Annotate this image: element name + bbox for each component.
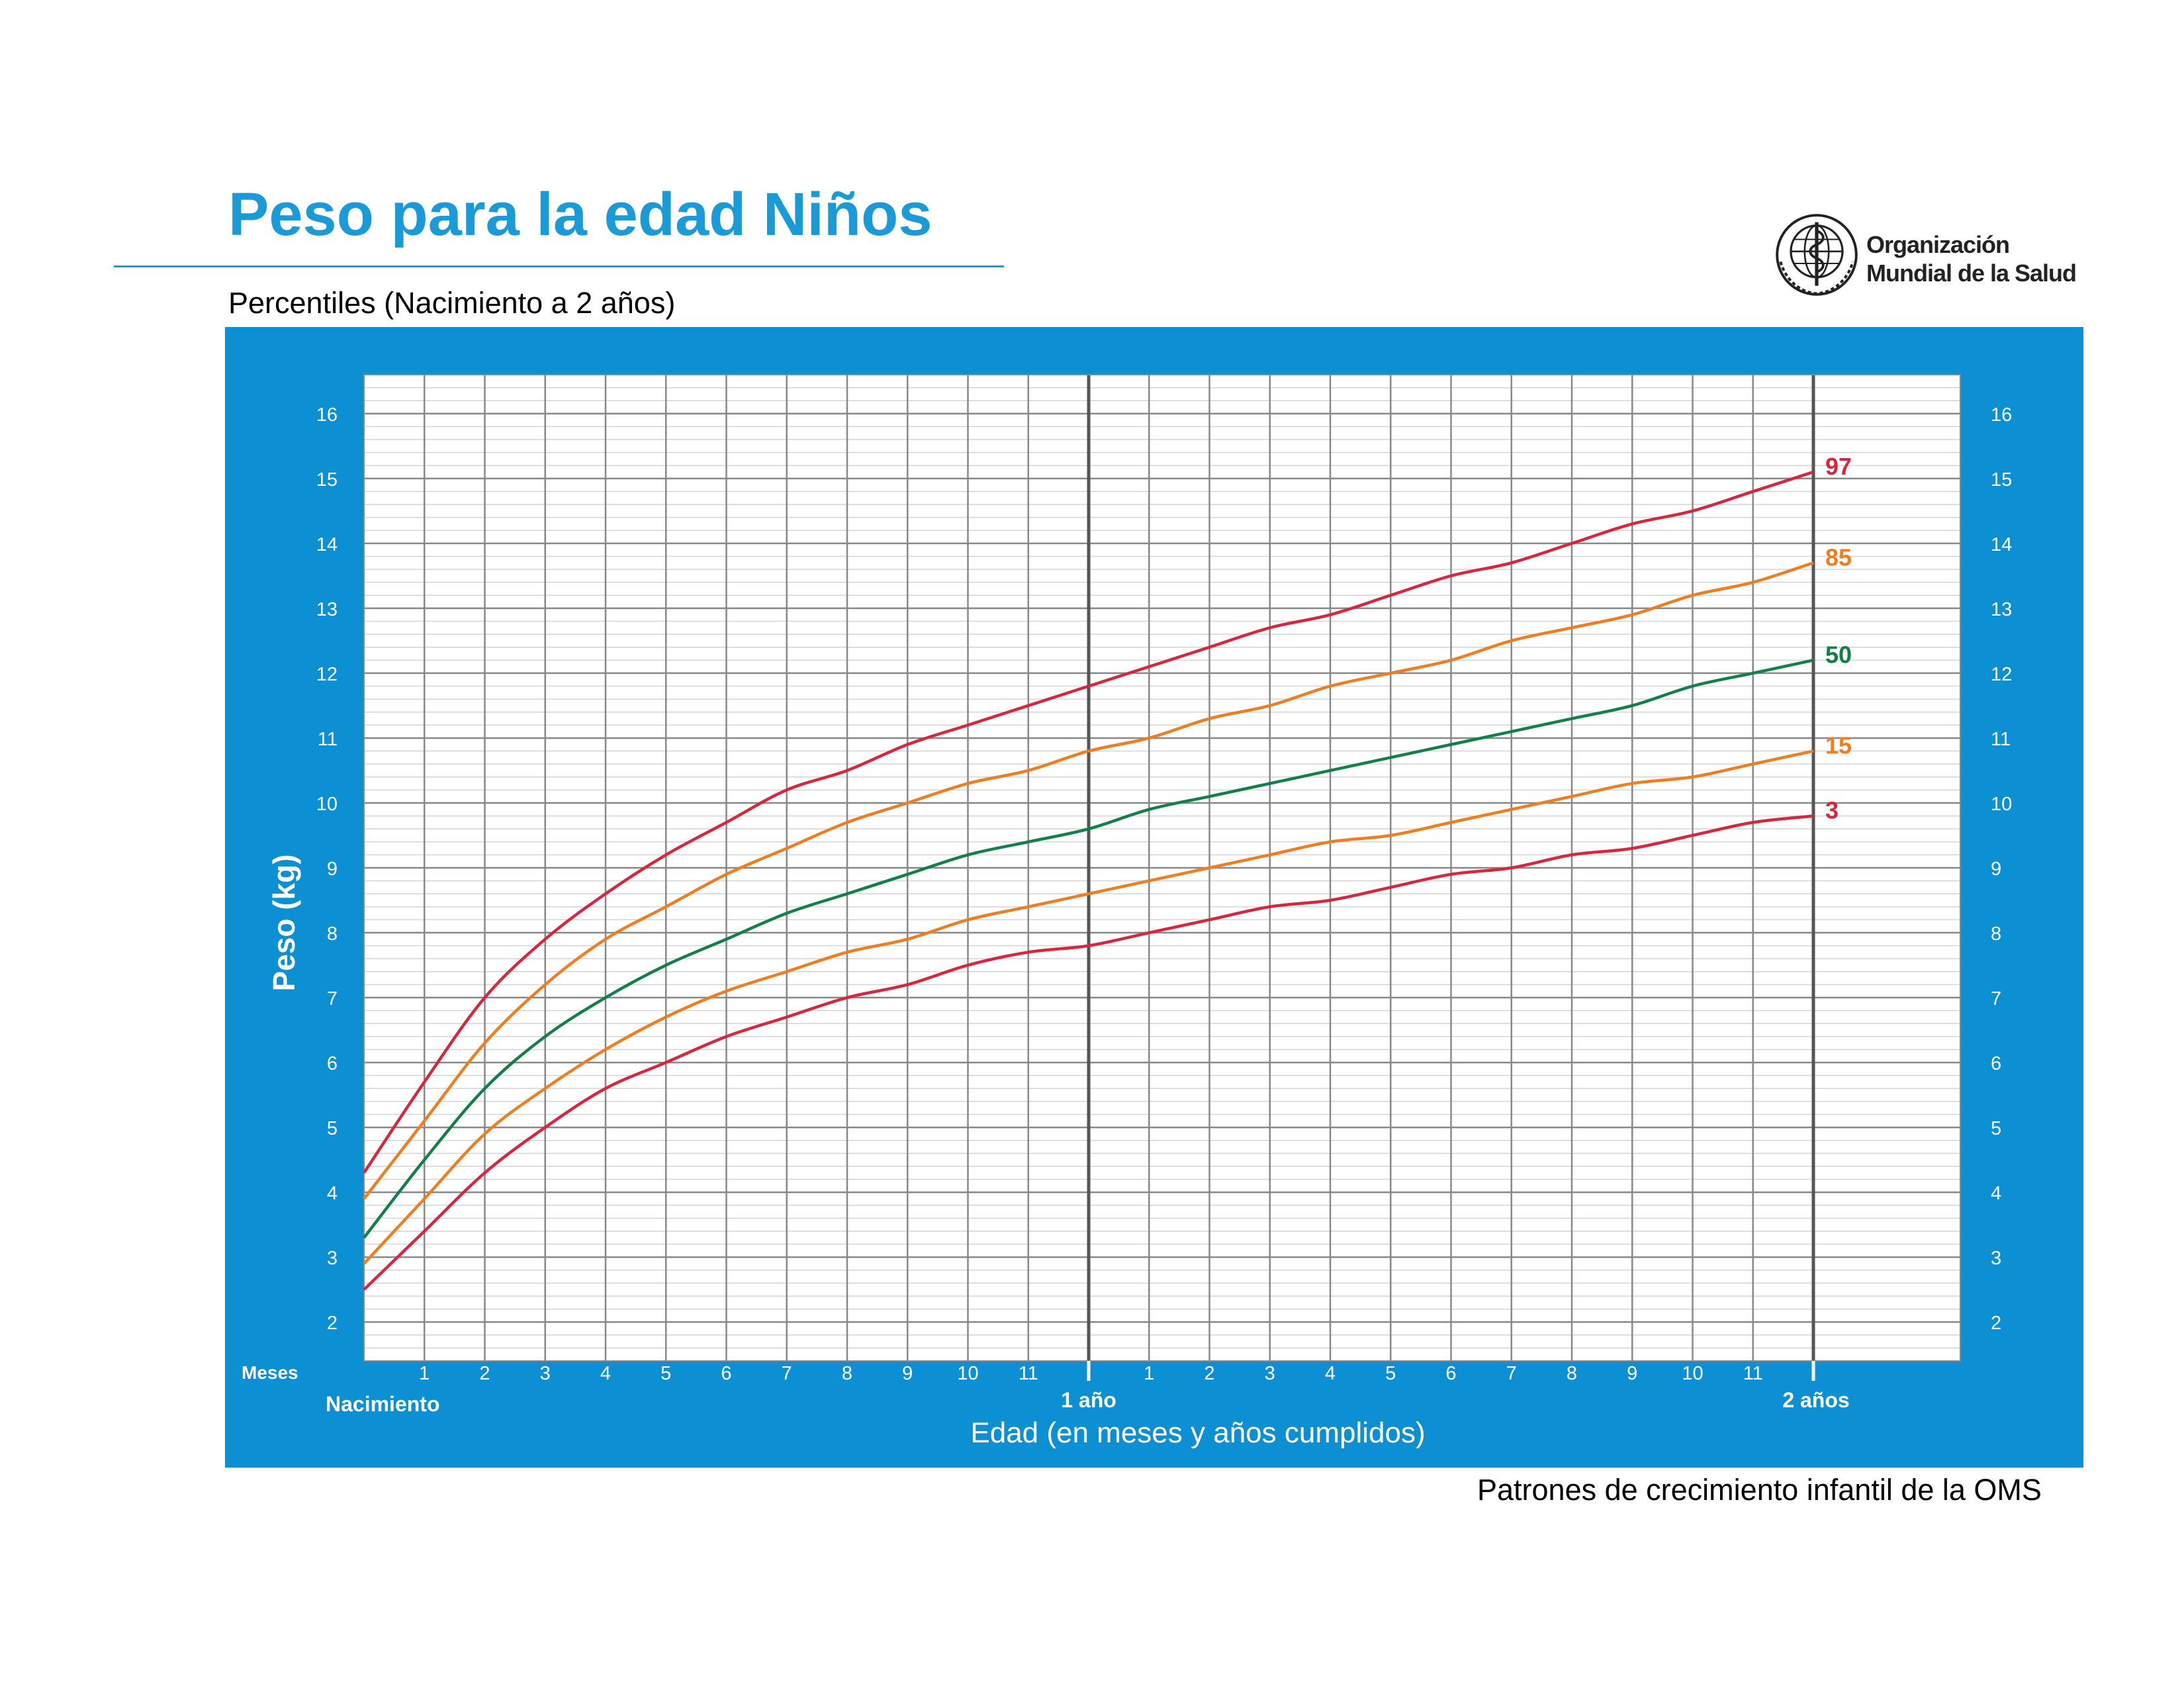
title-underline [114, 265, 1004, 267]
y-tick-label-left: 2 [327, 1313, 338, 1334]
x-tick-label: 7 [782, 1363, 792, 1384]
y-tick-label-left: 3 [327, 1248, 338, 1269]
x-axis-title: Edad (en meses y años cumplidos) [970, 1417, 1425, 1449]
x-tick-label: 2 [479, 1363, 490, 1384]
y-tick-label-right: 4 [1991, 1183, 2001, 1204]
percentile-curve-50 [363, 659, 1814, 1239]
percentile-curve-85 [363, 561, 1814, 1200]
percentile-labels: 97 85 50 15 3 [1825, 453, 1852, 824]
x-tick-label: 9 [902, 1363, 913, 1384]
chart-panel: 2 3 4 5 6 7 8 9 10 11 12 13 14 15 16 2 3 4 5 6 7 8 9 10 11 12 13 1… [225, 327, 2083, 1468]
x-tick-label: 6 [721, 1363, 731, 1384]
x-tick-label: 10 [1682, 1363, 1703, 1384]
y-tick-label-left: 16 [316, 404, 338, 426]
page-title: Peso para la edad Niños [228, 181, 933, 248]
x-tick-label: 3 [540, 1363, 551, 1384]
y-tick-label-left: 5 [327, 1118, 338, 1139]
x-tick-label: 10 [957, 1363, 978, 1384]
x-tick-label: 6 [1445, 1363, 1456, 1384]
y-tick-label-right: 15 [1991, 469, 2012, 491]
percentile-curve-3 [363, 814, 1814, 1291]
milestone-label-1-year: 1 año [1061, 1388, 1116, 1412]
y-tick-label-right: 9 [1991, 859, 2001, 880]
source-note: Patrones de crecimiento infantil de la O… [1477, 1473, 2042, 1507]
x-tick-label: 4 [600, 1363, 611, 1384]
percentile-curve-15 [363, 749, 1814, 1265]
y-axis-title: Peso (kg) [267, 854, 301, 991]
x-tick-label: 9 [1627, 1363, 1637, 1384]
y-tick-label-right: 10 [1991, 794, 2012, 815]
y-tick-label-left: 12 [316, 664, 338, 685]
x-tick-label: 5 [660, 1363, 671, 1384]
who-name-line2: Mundial de la Salud [1866, 259, 2077, 287]
percentile-curve-97 [363, 470, 1814, 1174]
percentile-curves [363, 470, 1814, 1291]
y-tick-label-left: 11 [318, 729, 338, 750]
vertical-grid [363, 374, 1961, 1362]
y-tick-label-right: 5 [1991, 1118, 2001, 1139]
y-tick-label-right: 11 [1991, 729, 2011, 750]
x-axis: 1 2 3 4 5 6 7 8 9 10 11 1 2 3 4 5 6 7 8 9 10 11 [419, 1361, 1815, 1384]
y-tick-label-left: 8 [327, 923, 338, 945]
percentile-label-50: 50 [1825, 641, 1852, 668]
y-tick-label-right: 12 [1991, 664, 2012, 685]
x-unit-label: Meses [242, 1362, 298, 1383]
y-tick-label-right: 3 [1991, 1248, 2001, 1269]
x-tick-label: 4 [1325, 1363, 1336, 1384]
percentile-label-97: 97 [1825, 453, 1852, 480]
y-tick-label-left: 14 [316, 534, 338, 555]
y-tick-label-right: 2 [1991, 1313, 2001, 1334]
x-tick-label: 1 [419, 1363, 430, 1384]
y-tick-label-right: 13 [1991, 599, 2012, 620]
who-name-line1: Organización [1866, 231, 2010, 258]
percentile-label-3: 3 [1825, 797, 1839, 824]
y-axis-right: 2 3 4 5 6 7 8 9 10 11 12 13 14 15 16 [1991, 404, 2012, 1334]
percentile-label-15: 15 [1825, 732, 1852, 759]
who-logo: Organización Mundial de la Salud [1774, 212, 2078, 298]
y-tick-label-left: 4 [327, 1183, 338, 1204]
x-tick-label: 8 [842, 1363, 852, 1384]
y-tick-label-left: 15 [316, 469, 338, 491]
x-tick-label: 8 [1567, 1363, 1577, 1384]
y-tick-label-left: 6 [327, 1053, 338, 1074]
y-axis-left: 2 3 4 5 6 7 8 9 10 11 12 13 14 15 16 [316, 404, 338, 1334]
x-tick-label: 11 [1019, 1363, 1038, 1384]
x-tick-label: 5 [1385, 1363, 1396, 1384]
y-tick-label-left: 9 [327, 859, 338, 880]
y-tick-label-right: 7 [1991, 988, 2001, 1009]
x-tick-label: 11 [1743, 1363, 1763, 1384]
y-tick-label-left: 7 [327, 988, 338, 1009]
y-tick-label-right: 16 [1991, 404, 2012, 426]
y-tick-label-right: 14 [1991, 534, 2012, 555]
plot-border [363, 374, 1961, 1362]
percentile-label-85: 85 [1825, 543, 1852, 571]
who-name: Organización Mundial de la Salud [1866, 230, 2077, 287]
y-tick-label-right: 8 [1991, 923, 2001, 945]
y-tick-label-right: 6 [1991, 1053, 2001, 1074]
who-emblem-icon [1776, 214, 1858, 296]
y-tick-label-left: 10 [316, 794, 338, 815]
x-tick-label: 2 [1204, 1363, 1214, 1384]
page-subtitle: Percentiles (Nacimiento a 2 años) [228, 286, 676, 320]
x-tick-label: 3 [1265, 1363, 1275, 1384]
major-grid [364, 412, 1960, 1323]
y-tick-label-left: 13 [316, 599, 338, 620]
milestone-label-birth: Nacimiento [326, 1392, 439, 1416]
x-tick-label: 1 [1144, 1363, 1154, 1384]
milestone-label-2-years: 2 años [1782, 1388, 1849, 1412]
x-tick-label: 7 [1506, 1363, 1517, 1384]
